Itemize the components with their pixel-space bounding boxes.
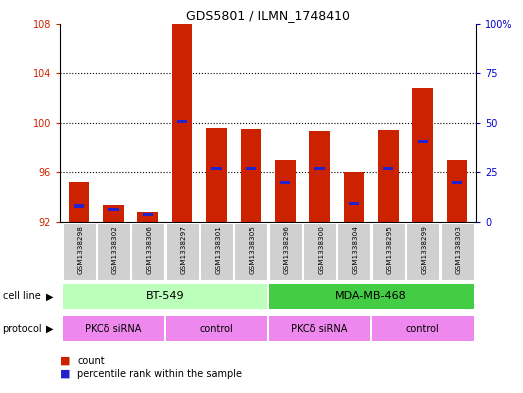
Bar xyxy=(241,129,261,222)
Text: control: control xyxy=(406,323,439,334)
Text: control: control xyxy=(200,323,233,334)
Bar xyxy=(344,173,364,222)
Bar xyxy=(417,140,428,143)
Bar xyxy=(337,223,370,281)
Text: GSM1338301: GSM1338301 xyxy=(215,225,221,274)
Title: GDS5801 / ILMN_1748410: GDS5801 / ILMN_1748410 xyxy=(186,9,350,22)
Text: GSM1338302: GSM1338302 xyxy=(112,225,118,274)
Bar xyxy=(108,208,119,211)
Text: GSM1338303: GSM1338303 xyxy=(456,225,462,274)
Text: ▶: ▶ xyxy=(46,323,53,334)
Text: cell line: cell line xyxy=(3,291,40,301)
Bar xyxy=(143,213,153,216)
Bar xyxy=(275,160,295,222)
Text: GSM1338296: GSM1338296 xyxy=(284,225,290,274)
Bar xyxy=(378,130,399,222)
Bar xyxy=(269,316,370,341)
Text: PKCδ siRNA: PKCδ siRNA xyxy=(291,323,348,334)
Text: protocol: protocol xyxy=(3,323,42,334)
Bar xyxy=(440,223,473,281)
Bar xyxy=(452,181,462,184)
Text: GSM1338297: GSM1338297 xyxy=(181,225,187,274)
Bar xyxy=(314,167,325,171)
Bar xyxy=(200,223,233,281)
Bar xyxy=(406,223,439,281)
Text: ▶: ▶ xyxy=(46,291,53,301)
Bar xyxy=(131,223,164,281)
Bar xyxy=(349,202,359,205)
Bar xyxy=(303,223,336,281)
Text: ■: ■ xyxy=(60,369,71,379)
Text: BT-549: BT-549 xyxy=(145,291,184,301)
Text: GSM1338298: GSM1338298 xyxy=(78,225,84,274)
Text: GSM1338295: GSM1338295 xyxy=(387,225,393,274)
Bar xyxy=(206,128,227,222)
Bar xyxy=(177,120,187,123)
Text: GSM1338304: GSM1338304 xyxy=(353,225,359,274)
Bar xyxy=(383,167,393,171)
Bar xyxy=(269,223,302,281)
Bar xyxy=(234,223,267,281)
Bar xyxy=(269,284,473,309)
Bar xyxy=(309,132,330,222)
Bar xyxy=(372,316,473,341)
Bar xyxy=(447,160,468,222)
Bar xyxy=(69,182,89,222)
Text: PKCδ siRNA: PKCδ siRNA xyxy=(85,323,142,334)
Bar xyxy=(74,204,84,208)
Bar xyxy=(166,316,267,341)
Bar xyxy=(166,223,199,281)
Bar xyxy=(63,284,267,309)
Text: GSM1338300: GSM1338300 xyxy=(319,225,324,274)
Text: MDA-MB-468: MDA-MB-468 xyxy=(335,291,407,301)
Bar xyxy=(97,223,130,281)
Text: percentile rank within the sample: percentile rank within the sample xyxy=(77,369,242,379)
Bar xyxy=(372,223,405,281)
Text: ■: ■ xyxy=(60,356,71,366)
Bar xyxy=(246,167,256,171)
Bar xyxy=(172,24,192,222)
Bar xyxy=(412,88,433,222)
Text: GSM1338299: GSM1338299 xyxy=(422,225,427,274)
Bar xyxy=(63,223,96,281)
Bar xyxy=(63,316,164,341)
Bar xyxy=(211,167,222,171)
Text: GSM1338305: GSM1338305 xyxy=(249,225,256,274)
Text: GSM1338306: GSM1338306 xyxy=(146,225,153,274)
Text: count: count xyxy=(77,356,105,366)
Bar xyxy=(280,181,290,184)
Bar xyxy=(103,205,124,222)
Bar xyxy=(138,212,158,222)
